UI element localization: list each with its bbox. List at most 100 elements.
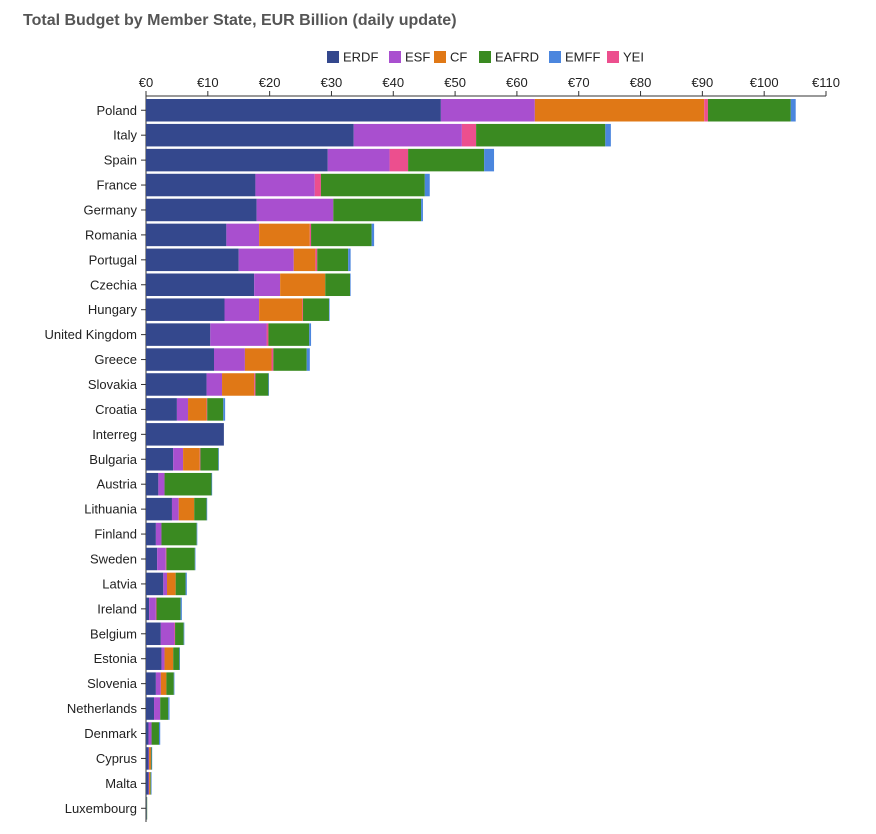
bar-segment-esf[interactable] [155,672,161,695]
bar-segment-erdf[interactable] [146,323,211,346]
bar-segment-esf[interactable] [158,472,165,496]
bar-segment-eafrd[interactable] [175,572,186,596]
bar-segment-emff[interactable] [421,198,423,222]
bar-segment-emff[interactable] [179,647,180,670]
bar-segment-esf[interactable] [214,348,245,371]
bar-group-italy[interactable] [146,123,611,147]
bar-segment-esf[interactable] [256,198,334,222]
bar-segment-esf[interactable] [327,148,390,172]
legend-item-yei[interactable]: YEI [607,50,644,65]
bar-segment-yei[interactable] [199,448,201,471]
bar-segment-eafrd[interactable] [325,273,350,297]
bar-segment-esf[interactable] [255,173,315,197]
bar-group-finland[interactable] [146,522,198,546]
bar-group-france[interactable] [146,173,430,197]
bar-group-united-kingdom[interactable] [146,323,312,346]
bar-segment-yei[interactable] [461,123,477,147]
bar-group-poland[interactable] [146,99,796,122]
bar-segment-cf[interactable] [259,223,310,247]
bar-segment-eafrd[interactable] [164,472,212,496]
bar-segment-emff[interactable] [348,248,351,272]
bar-segment-esf[interactable] [148,747,150,770]
bar-segment-erdf[interactable] [146,522,156,546]
bar-segment-emff[interactable] [151,747,153,770]
bar-group-denmark[interactable] [146,722,161,745]
bar-segment-eafrd[interactable] [146,797,148,820]
bar-segment-emff[interactable] [180,597,182,621]
bar-segment-emff[interactable] [211,472,213,496]
bar-segment-cf[interactable] [188,398,207,421]
bar-segment-esf[interactable] [163,572,168,596]
bar-segment-erdf[interactable] [146,722,149,745]
bar-segment-esf[interactable] [161,647,165,670]
bar-group-bulgaria[interactable] [146,448,219,471]
bar-segment-yei[interactable] [309,223,312,247]
bar-segment-eafrd[interactable] [160,697,169,720]
bar-group-netherlands[interactable] [146,697,170,720]
bar-segment-emff[interactable] [150,772,152,795]
legend-item-esf[interactable]: ESF [389,50,430,65]
bar-group-slovenia[interactable] [146,672,175,695]
bar-segment-erdf[interactable] [146,198,257,222]
bar-segment-eafrd[interactable] [166,547,195,571]
bar-segment-erdf[interactable] [146,348,214,371]
bar-segment-esf[interactable] [210,323,267,346]
bar-segment-erdf[interactable] [146,772,149,795]
bar-segment-erdf[interactable] [146,597,150,621]
bar-segment-emff[interactable] [218,448,219,471]
bar-segment-emff[interactable] [194,547,196,571]
bar-group-austria[interactable] [146,472,213,496]
bar-segment-eafrd[interactable] [333,198,422,222]
bar-segment-cf[interactable] [244,348,272,371]
bar-segment-yei[interactable] [704,99,708,122]
bar-segment-eafrd[interactable] [408,148,485,172]
bar-group-latvia[interactable] [146,572,187,596]
bar-segment-emff[interactable] [268,373,270,396]
bar-segment-yei[interactable] [302,298,304,321]
legend-item-eafrd[interactable]: EAFRD [479,50,539,65]
bar-segment-erdf[interactable] [146,472,159,496]
bar-group-slovakia[interactable] [146,373,270,396]
bar-segment-erdf[interactable] [146,497,172,521]
bar-segment-esf[interactable] [160,622,175,646]
bar-segment-erdf[interactable] [146,647,162,670]
bar-segment-erdf[interactable] [146,248,239,272]
bar-segment-esf[interactable] [206,373,223,396]
bar-segment-yei[interactable] [254,373,256,396]
bar-segment-eafrd[interactable] [707,99,791,122]
bar-segment-esf[interactable] [440,99,535,122]
bar-group-cyprus[interactable] [146,747,153,770]
bar-segment-cf[interactable] [164,647,174,670]
bar-segment-yei[interactable] [389,148,409,172]
bar-segment-eafrd[interactable] [268,323,310,346]
bar-segment-erdf[interactable] [146,572,164,596]
bar-group-germany[interactable] [146,198,423,222]
bar-group-malta[interactable] [146,772,152,795]
bar-segment-erdf[interactable] [146,448,174,471]
bar-segment-eafrd[interactable] [207,398,224,421]
bar-group-czechia[interactable] [146,273,351,297]
bar-group-lithuania[interactable] [146,497,208,521]
bar-segment-erdf[interactable] [146,148,328,172]
bar-segment-eafrd[interactable] [255,373,269,396]
bar-group-portugal[interactable] [146,248,351,272]
bar-group-estonia[interactable] [146,647,180,670]
bar-segment-emff[interactable] [306,348,310,371]
bar-segment-esf[interactable] [171,497,179,521]
bar-segment-eafrd[interactable] [320,173,425,197]
bar-segment-cf[interactable] [222,373,255,396]
legend-item-cf[interactable]: CF [434,50,467,65]
bar-segment-erdf[interactable] [146,123,354,147]
bar-segment-cf[interactable] [293,248,316,272]
bar-segment-eafrd[interactable] [175,622,184,646]
bar-segment-eafrd[interactable] [317,248,349,272]
bar-group-belgium[interactable] [146,622,185,646]
bar-group-romania[interactable] [146,223,375,247]
bar-segment-eafrd[interactable] [173,647,180,670]
bar-segment-erdf[interactable] [146,797,147,820]
bar-group-croatia[interactable] [146,398,226,421]
bar-segment-emff[interactable] [223,398,226,421]
bar-segment-erdf[interactable] [146,173,256,197]
bar-segment-esf[interactable] [149,597,156,621]
bar-segment-erdf[interactable] [146,622,161,646]
